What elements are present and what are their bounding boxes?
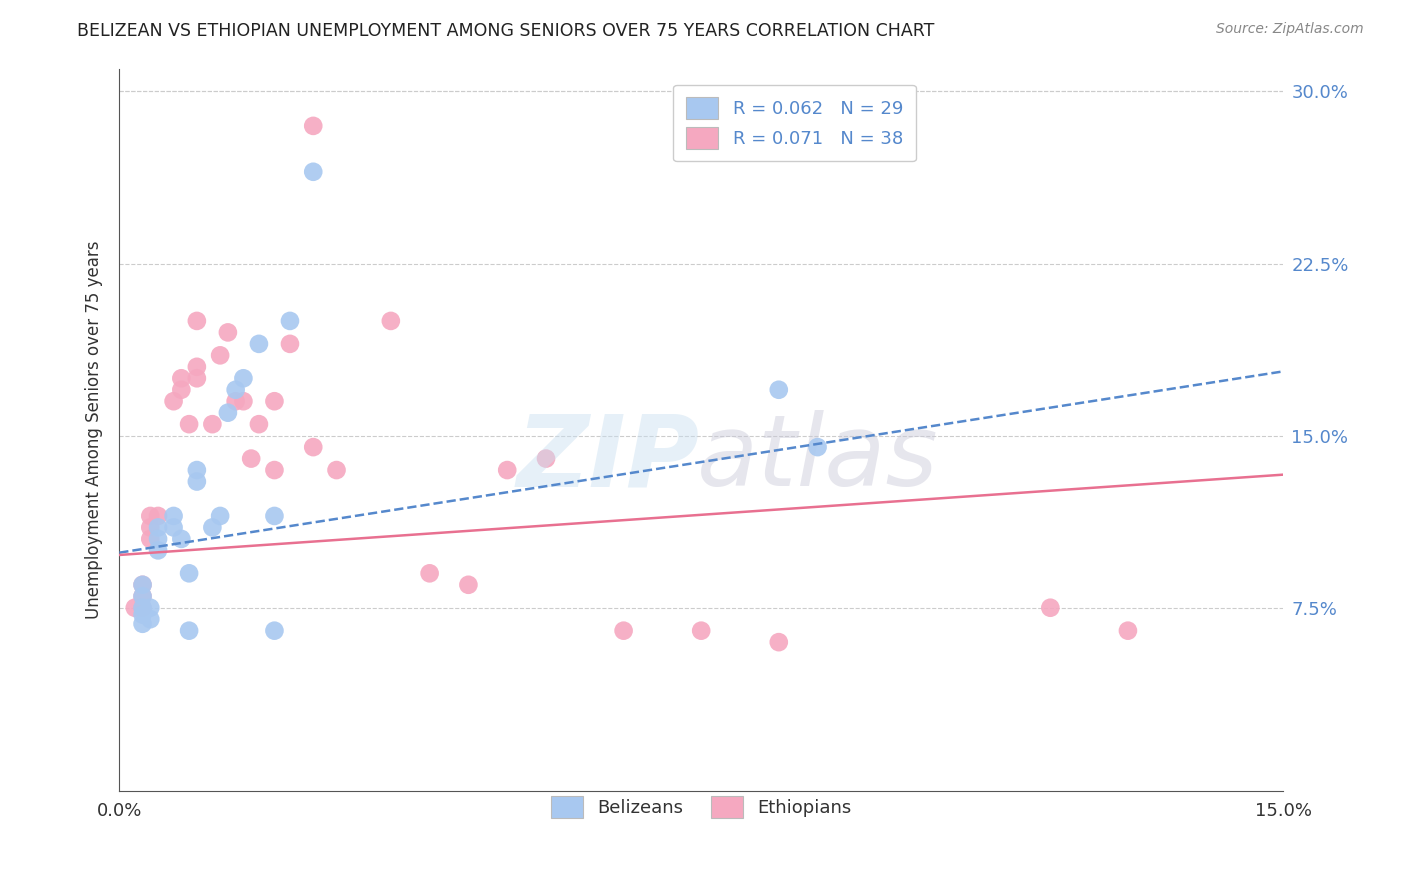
Point bbox=[131, 589, 153, 603]
Point bbox=[201, 417, 224, 432]
Point bbox=[139, 508, 162, 523]
Point bbox=[201, 520, 224, 534]
Point bbox=[131, 578, 153, 592]
Text: atlas: atlas bbox=[697, 410, 938, 508]
Point bbox=[139, 612, 162, 626]
Text: Source: ZipAtlas.com: Source: ZipAtlas.com bbox=[1216, 22, 1364, 37]
Point bbox=[613, 624, 636, 638]
Point bbox=[177, 566, 200, 581]
Point bbox=[768, 383, 790, 397]
Point bbox=[263, 394, 285, 409]
Point bbox=[170, 371, 193, 385]
Point bbox=[217, 406, 239, 420]
Point bbox=[170, 532, 193, 546]
Point bbox=[1039, 600, 1062, 615]
Point bbox=[131, 616, 153, 631]
Point bbox=[768, 635, 790, 649]
Point bbox=[131, 607, 153, 622]
Point bbox=[170, 383, 193, 397]
Point bbox=[139, 520, 162, 534]
Point bbox=[534, 451, 557, 466]
Point bbox=[139, 532, 162, 546]
Point bbox=[217, 326, 239, 340]
Point bbox=[806, 440, 828, 454]
Point bbox=[263, 508, 285, 523]
Point bbox=[419, 566, 441, 581]
Text: BELIZEAN VS ETHIOPIAN UNEMPLOYMENT AMONG SENIORS OVER 75 YEARS CORRELATION CHART: BELIZEAN VS ETHIOPIAN UNEMPLOYMENT AMONG… bbox=[77, 22, 935, 40]
Point bbox=[263, 624, 285, 638]
Point bbox=[278, 314, 301, 328]
Point bbox=[131, 589, 153, 603]
Text: ZIP: ZIP bbox=[516, 410, 700, 508]
Point bbox=[146, 508, 169, 523]
Point bbox=[225, 394, 247, 409]
Point bbox=[325, 463, 347, 477]
Y-axis label: Unemployment Among Seniors over 75 years: Unemployment Among Seniors over 75 years bbox=[86, 241, 103, 619]
Point bbox=[177, 624, 200, 638]
Point bbox=[146, 520, 169, 534]
Point bbox=[1116, 624, 1139, 638]
Point bbox=[232, 394, 254, 409]
Point bbox=[162, 394, 184, 409]
Point bbox=[302, 165, 325, 179]
Point bbox=[162, 508, 184, 523]
Point bbox=[186, 463, 208, 477]
Point bbox=[302, 440, 325, 454]
Point bbox=[177, 417, 200, 432]
Point bbox=[131, 600, 153, 615]
Legend: Belizeans, Ethiopians: Belizeans, Ethiopians bbox=[543, 789, 859, 826]
Point bbox=[278, 336, 301, 351]
Point bbox=[186, 475, 208, 489]
Point bbox=[186, 371, 208, 385]
Point bbox=[139, 600, 162, 615]
Point bbox=[124, 600, 146, 615]
Point bbox=[232, 371, 254, 385]
Point bbox=[247, 417, 270, 432]
Point bbox=[131, 578, 153, 592]
Point bbox=[162, 520, 184, 534]
Point bbox=[146, 532, 169, 546]
Point bbox=[380, 314, 402, 328]
Point bbox=[263, 463, 285, 477]
Point bbox=[457, 578, 479, 592]
Point bbox=[225, 383, 247, 397]
Point bbox=[146, 543, 169, 558]
Point bbox=[690, 624, 713, 638]
Point bbox=[209, 508, 232, 523]
Point bbox=[209, 348, 232, 362]
Point bbox=[247, 336, 270, 351]
Point bbox=[302, 119, 325, 133]
Point bbox=[240, 451, 263, 466]
Point bbox=[186, 314, 208, 328]
Point bbox=[186, 359, 208, 374]
Point bbox=[131, 600, 153, 615]
Point bbox=[496, 463, 519, 477]
